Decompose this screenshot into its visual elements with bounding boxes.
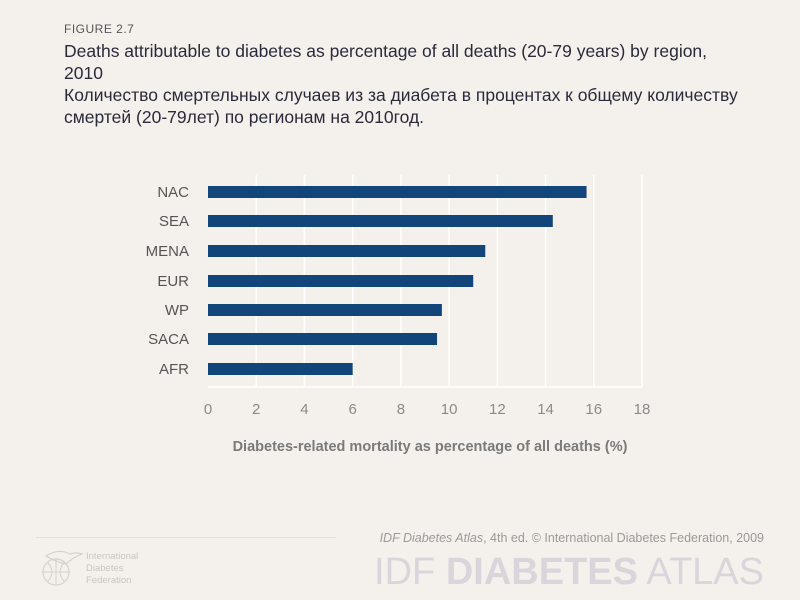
category-label: EUR [157,273,189,290]
x-axis-label: Diabetes-related mortality as percentage… [233,439,628,455]
x-tick-label: 14 [537,401,554,418]
bar-wp [208,304,442,316]
x-tick-label: 6 [348,401,356,418]
credit-italic: IDF Diabetes Atlas [379,531,484,545]
idf-diabetes-atlas-wordmark: IDF DIABETES ATLAS [374,552,764,592]
credit-rest: , 4th ed. © International Diabetes Feder… [483,531,764,545]
footer-divider [36,537,336,538]
x-tick-label: 10 [441,401,458,418]
category-label: SEA [159,213,189,230]
category-label: AFR [159,361,189,378]
idf-org-name: International Diabetes Federation [86,551,138,587]
chart-title: Deaths attributable to diabetes as perce… [64,40,744,128]
bar-sea [208,215,553,227]
x-tick-label: 2 [252,401,260,418]
category-label: MENA [146,243,189,260]
copyright-credit: IDF Diabetes Atlas, 4th ed. © Internatio… [380,531,764,546]
bar-saca [208,333,438,345]
bar-mena [208,245,486,257]
org-line: International [86,551,139,562]
brand-bold: DIABETES [445,551,638,593]
x-tick-label: 18 [634,401,651,418]
title-russian: Количество смертельных случаев из за диа… [64,85,738,127]
x-tick-label: 0 [204,401,212,418]
x-tick-label: 8 [397,401,405,418]
org-line: Diabetes [86,563,124,574]
bar-nac [208,186,587,198]
x-tick-label: 4 [300,401,308,418]
bar-eur [208,275,474,287]
x-tick-label: 16 [585,401,602,418]
org-line: Federation [86,575,132,586]
figure-label: FIGURE 2.7 [64,22,135,36]
x-tick-label: 12 [489,401,506,418]
bar-afr [208,363,353,375]
category-label: NAC [157,184,189,201]
brand-light: IDF [374,551,446,593]
category-label: WP [165,302,189,319]
category-label: SACA [148,331,189,348]
title-english: Deaths attributable to diabetes as perce… [64,41,708,83]
idf-bird-globe-logo [42,550,84,586]
brand-end: ATLAS [637,551,764,593]
